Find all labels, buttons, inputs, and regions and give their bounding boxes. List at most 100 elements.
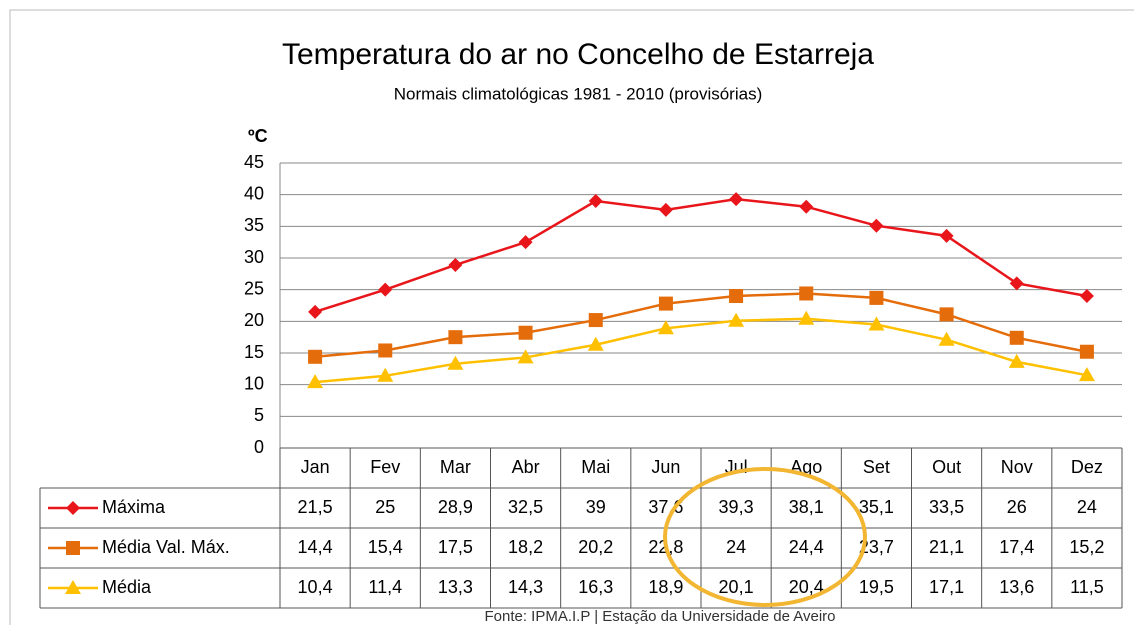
table-cell: 20,4: [789, 577, 824, 597]
table-cell: 32,5: [508, 497, 543, 517]
marker: [868, 316, 885, 331]
marker: [517, 349, 534, 364]
marker: [1078, 367, 1095, 382]
y-tick-label: 45: [244, 152, 264, 172]
highlight-circle: [663, 467, 867, 607]
table-cell: 14,3: [508, 577, 543, 597]
marker: [308, 304, 323, 319]
y-tick-label: 20: [244, 310, 264, 330]
table-cell: 21,5: [298, 497, 333, 517]
table-cell: 16,3: [578, 577, 613, 597]
table-cell: 15,2: [1069, 537, 1104, 557]
series-line: [314, 317, 1088, 384]
y-tick-label: 35: [244, 215, 264, 235]
table-cell: 18,9: [648, 577, 683, 597]
y-tick-label: 0: [254, 437, 264, 457]
marker: [448, 257, 463, 272]
y-tick-label: 30: [244, 247, 264, 267]
table-cell: 28,9: [438, 497, 473, 517]
source: Fonte: IPMA.I.P | Estação da Universidad…: [484, 608, 835, 625]
marker: [1009, 276, 1024, 291]
chart-subtitle: Normais climatológicas 1981 - 2010 (prov…: [394, 84, 762, 103]
table-cell: 11,5: [1070, 577, 1104, 597]
marker: [308, 349, 323, 364]
table-cell: 33,5: [929, 497, 964, 517]
marker: [799, 199, 814, 214]
table-cell: 35,1: [859, 497, 894, 517]
marker: [1008, 353, 1025, 368]
table-cell: 17,4: [999, 537, 1034, 557]
marker: [1079, 289, 1094, 303]
marker: [657, 320, 674, 335]
y-tick-label: 25: [244, 278, 264, 298]
marker: [447, 355, 464, 370]
marker: [307, 374, 324, 389]
marker: [448, 330, 463, 345]
marker: [1079, 344, 1094, 359]
table-cell: 39: [586, 497, 606, 517]
marker: [658, 296, 673, 311]
marker: [66, 541, 80, 555]
x-tick-label: Jan: [301, 457, 330, 477]
x-tick-label: Mai: [581, 457, 610, 477]
y-tick-label: 40: [244, 183, 264, 203]
y-tick-label: 15: [244, 342, 264, 362]
marker: [869, 218, 884, 233]
marker: [588, 194, 603, 208]
table-cell: 15,4: [368, 537, 403, 557]
table-cell: 21,1: [929, 537, 964, 557]
marker: [729, 192, 744, 207]
table-cell: 14,4: [298, 537, 333, 557]
table-cell: 13,6: [999, 577, 1034, 597]
marker: [939, 307, 954, 322]
legend-label: Média Val. Máx.: [102, 537, 230, 557]
table-cell: 25: [375, 497, 395, 517]
marker: [729, 289, 744, 303]
table-cell: 24: [1077, 497, 1097, 517]
marker: [869, 290, 884, 305]
table-cell: 23,7: [859, 537, 894, 557]
table-cell: 26: [1007, 497, 1027, 517]
table-cell: 24: [726, 537, 746, 557]
marker: [939, 228, 954, 243]
table-cell: 38,1: [789, 497, 824, 517]
y-axis-label: ºC: [248, 126, 268, 146]
marker: [728, 312, 745, 327]
x-tick-label: Mar: [440, 457, 471, 477]
series-line: [314, 292, 1088, 359]
x-tick-label: Dez: [1071, 457, 1103, 477]
marker: [1009, 330, 1024, 345]
series-line: [314, 197, 1088, 314]
marker: [66, 501, 80, 515]
chart-title: Temperatura do ar no Concelho de Estarre…: [282, 38, 874, 71]
marker: [65, 580, 81, 594]
y-tick-label: 10: [244, 373, 264, 393]
table-cell: 24,4: [789, 537, 824, 557]
legend-label: Máxima: [102, 497, 166, 517]
x-tick-label: Nov: [1001, 457, 1033, 477]
table-cell: 10,4: [298, 577, 333, 597]
frame: [9, 9, 1134, 625]
table-cell: 19,5: [859, 577, 894, 597]
marker: [798, 310, 815, 325]
x-tick-label: Jun: [651, 457, 680, 477]
x-tick-label: Abr: [512, 457, 540, 477]
x-tick-label: Out: [932, 457, 961, 477]
y-tick-label: 5: [254, 405, 264, 425]
table-cell: 11,4: [368, 577, 402, 597]
marker: [938, 331, 955, 346]
marker: [377, 367, 394, 382]
table-cell: 13,3: [438, 577, 473, 597]
marker: [378, 343, 393, 358]
table-cell: 17,1: [929, 577, 964, 597]
marker: [658, 202, 673, 217]
table-cell: 18,2: [508, 537, 543, 557]
table-cell: 37,6: [648, 497, 683, 517]
marker: [518, 235, 533, 250]
x-tick-label: Fev: [370, 457, 400, 477]
marker: [799, 286, 814, 301]
legend-label: Média: [102, 577, 152, 597]
marker: [588, 313, 603, 328]
